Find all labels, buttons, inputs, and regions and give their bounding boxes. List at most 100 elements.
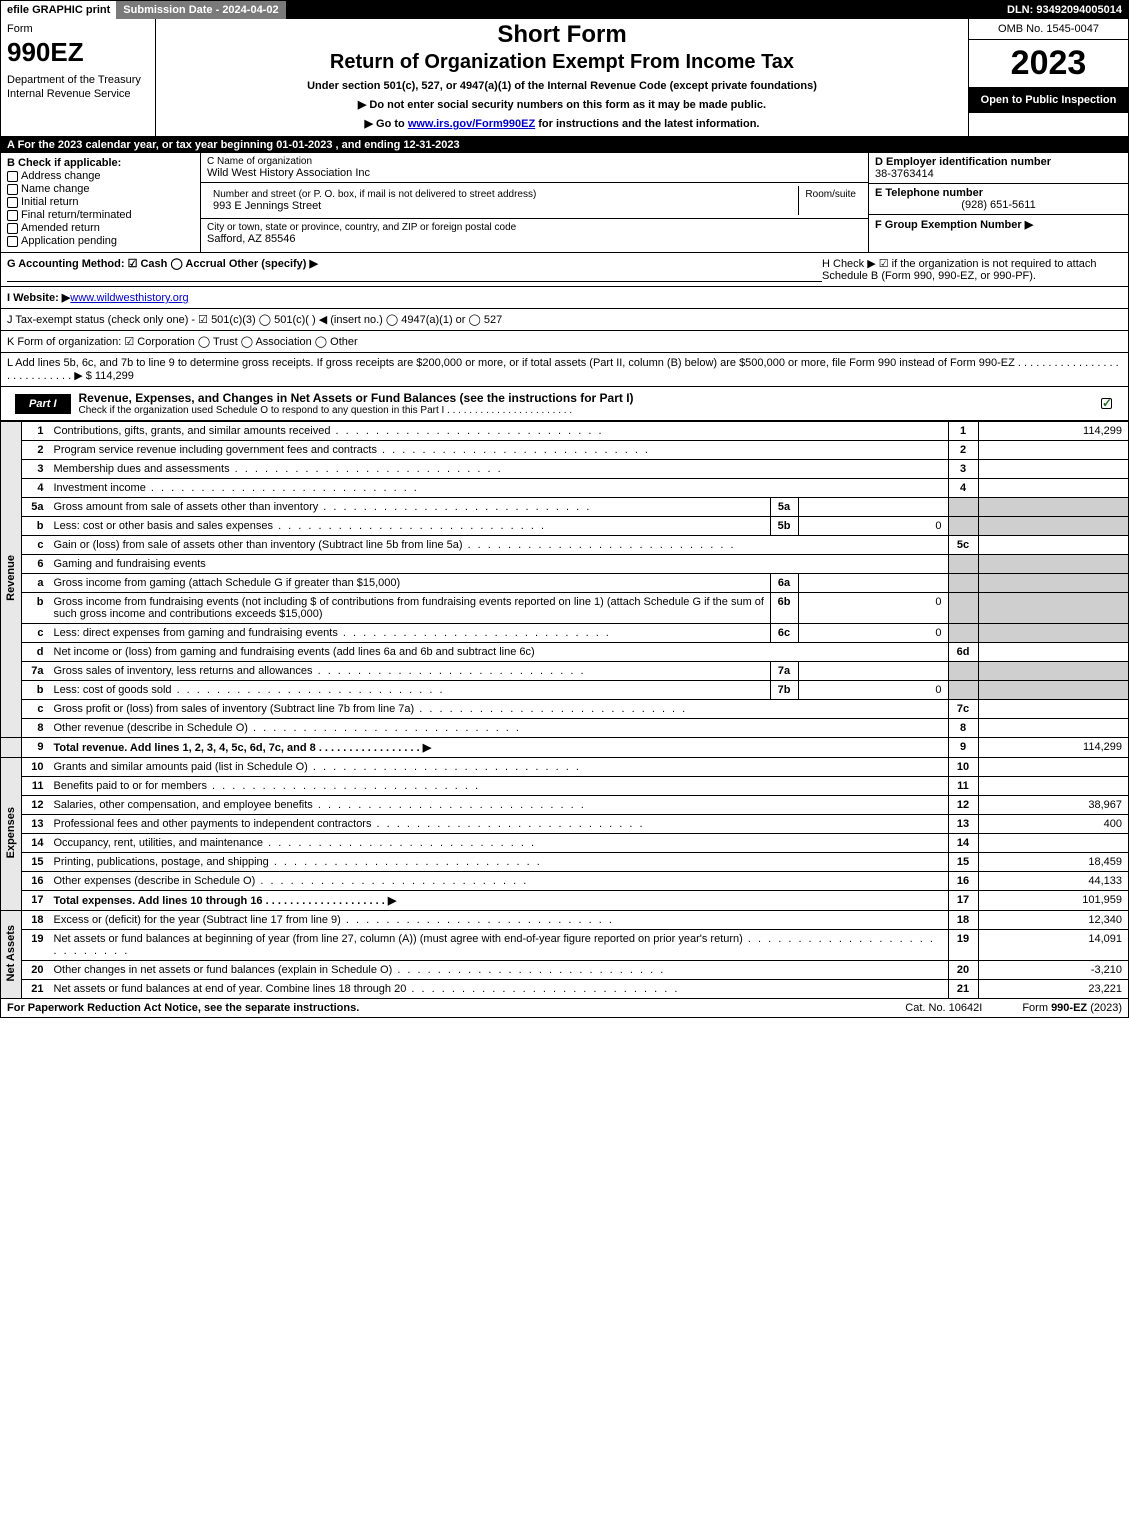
tax-year: 2023 — [969, 40, 1128, 87]
table-row: Net Assets 18Excess or (deficit) for the… — [1, 911, 1128, 930]
row-a-calendar: A For the 2023 calendar year, or tax yea… — [1, 137, 1128, 153]
phone-label: E Telephone number — [875, 187, 1122, 199]
street-row: Number and street (or P. O. box, if mail… — [201, 183, 868, 219]
irs-link[interactable]: www.irs.gov/Form990EZ — [408, 118, 535, 130]
header-middle: Short Form Return of Organization Exempt… — [156, 19, 968, 136]
column-def: D Employer identification number 38-3763… — [868, 153, 1128, 252]
city-label: City or town, state or province, country… — [207, 222, 862, 233]
phone-value: (928) 651-5611 — [875, 199, 1122, 211]
ssn-warning: ▶ Do not enter social security numbers o… — [164, 98, 960, 111]
chk-initial[interactable]: Initial return — [7, 196, 194, 208]
table-row: cGain or (loss) from sale of assets othe… — [1, 536, 1128, 555]
ein-label: D Employer identification number — [875, 156, 1122, 168]
org-name-value: Wild West History Association Inc — [207, 167, 862, 179]
form-ref: Form 990-EZ (2023) — [1022, 1002, 1122, 1014]
group-exempt-label: F Group Exemption Number ▶ — [875, 218, 1122, 231]
footer: For Paperwork Reduction Act Notice, see … — [1, 998, 1128, 1017]
efile-label[interactable]: efile GRAPHIC print — [1, 1, 117, 19]
goto-pre: ▶ Go to — [365, 118, 408, 130]
lines-table: Revenue 1Contributions, gifts, grants, a… — [1, 421, 1128, 998]
table-row: cGross profit or (loss) from sales of in… — [1, 700, 1128, 719]
form-title: Return of Organization Exempt From Incom… — [164, 51, 960, 74]
paperwork-notice: For Paperwork Reduction Act Notice, see … — [7, 1002, 865, 1014]
part1-title: Revenue, Expenses, and Changes in Net As… — [71, 387, 1088, 420]
ein-cell: D Employer identification number 38-3763… — [869, 153, 1128, 184]
topbar-spacer — [286, 1, 1001, 19]
chk-amended[interactable]: Amended return — [7, 222, 194, 234]
group-exempt-cell: F Group Exemption Number ▶ — [869, 215, 1128, 252]
table-row: 8Other revenue (describe in Schedule O)8 — [1, 719, 1128, 738]
row-g-h: G Accounting Method: ☑ Cash ◯ Accrual Ot… — [1, 253, 1128, 287]
table-row: 16Other expenses (describe in Schedule O… — [1, 872, 1128, 891]
org-name-label: C Name of organization — [207, 156, 862, 167]
chk-pending[interactable]: Application pending — [7, 235, 194, 247]
table-row: dNet income or (loss) from gaming and fu… — [1, 643, 1128, 662]
table-row: Expenses 10Grants and similar amounts pa… — [1, 758, 1128, 777]
website-link[interactable]: www.wildwesthistory.org — [70, 292, 188, 304]
room-cell: Room/suite — [799, 186, 862, 215]
part1-sub: Check if the organization used Schedule … — [79, 405, 1080, 416]
table-row: 3Membership dues and assessments3 — [1, 460, 1128, 479]
side-expenses: Expenses — [1, 758, 22, 911]
table-row: 6Gaming and fundraising events — [1, 555, 1128, 574]
table-row: bGross income from fundraising events (n… — [1, 593, 1128, 624]
table-row: 14Occupancy, rent, utilities, and mainte… — [1, 834, 1128, 853]
table-row: Revenue 1Contributions, gifts, grants, a… — [1, 422, 1128, 441]
row-l-receipts: L Add lines 5b, 6c, and 7b to line 9 to … — [1, 353, 1128, 387]
room-label: Room/suite — [805, 189, 856, 200]
header-right: OMB No. 1545-0047 2023 Open to Public In… — [968, 19, 1128, 136]
side-revenue: Revenue — [1, 422, 22, 738]
department-label: Department of the Treasury Internal Reve… — [7, 74, 149, 102]
part1-checkbox[interactable] — [1088, 398, 1128, 410]
table-row: 2Program service revenue including gover… — [1, 441, 1128, 460]
dln-label: DLN: 93492094005014 — [1001, 1, 1128, 19]
form-word: Form — [7, 23, 149, 35]
form-container: efile GRAPHIC print Submission Date - 20… — [0, 0, 1129, 1018]
side-netassets: Net Assets — [1, 911, 22, 999]
table-row: bLess: cost of goods sold7b0 — [1, 681, 1128, 700]
header-row: Form 990EZ Department of the Treasury In… — [1, 19, 1128, 137]
table-row: 19Net assets or fund balances at beginni… — [1, 930, 1128, 961]
row-j-status: J Tax-exempt status (check only one) - ☑… — [1, 309, 1128, 331]
ein-value: 38-3763414 — [875, 168, 1122, 180]
open-to-public: Open to Public Inspection — [969, 87, 1128, 113]
cat-no: Cat. No. 10642I — [905, 1002, 982, 1014]
table-row: 4Investment income4 — [1, 479, 1128, 498]
table-row: 20Other changes in net assets or fund ba… — [1, 961, 1128, 980]
form-subtitle: Under section 501(c), 527, or 4947(a)(1)… — [164, 80, 960, 92]
row-k-org: K Form of organization: ☑ Corporation ◯ … — [1, 331, 1128, 353]
colb-title: B Check if applicable: — [7, 157, 194, 169]
table-row: 15Printing, publications, postage, and s… — [1, 853, 1128, 872]
form-number: 990EZ — [7, 37, 149, 68]
table-row: 9Total revenue. Add lines 1, 2, 3, 4, 5c… — [1, 738, 1128, 758]
table-row: 17Total expenses. Add lines 10 through 1… — [1, 891, 1128, 911]
chk-final[interactable]: Final return/terminated — [7, 209, 194, 221]
table-row: 5aGross amount from sale of assets other… — [1, 498, 1128, 517]
chk-address[interactable]: Address change — [7, 170, 194, 182]
goto-note: ▶ Go to www.irs.gov/Form990EZ for instru… — [164, 117, 960, 130]
table-row: 7aGross sales of inventory, less returns… — [1, 662, 1128, 681]
chk-name[interactable]: Name change — [7, 183, 194, 195]
accounting-method: G Accounting Method: ☑ Cash ◯ Accrual Ot… — [7, 257, 822, 282]
schedule-b-check: H Check ▶ ☑ if the organization is not r… — [822, 257, 1122, 282]
part1-header: Part I Revenue, Expenses, and Changes in… — [1, 387, 1128, 421]
street-value: 993 E Jennings Street — [213, 200, 792, 212]
top-bar: efile GRAPHIC print Submission Date - 20… — [1, 1, 1128, 19]
part1-tab: Part I — [15, 394, 71, 414]
header-left: Form 990EZ Department of the Treasury In… — [1, 19, 156, 136]
section-b-to-f: B Check if applicable: Address change Na… — [1, 153, 1128, 253]
row-i-website: I Website: ▶www.wildwesthistory.org — [1, 287, 1128, 309]
column-c: C Name of organization Wild West History… — [201, 153, 868, 252]
street-cell: Number and street (or P. O. box, if mail… — [207, 186, 799, 215]
city-cell: City or town, state or province, country… — [201, 219, 868, 248]
website-pre: I Website: ▶ — [7, 292, 70, 304]
table-row: bLess: cost or other basis and sales exp… — [1, 517, 1128, 536]
street-label: Number and street (or P. O. box, if mail… — [213, 189, 792, 200]
phone-cell: E Telephone number (928) 651-5611 — [869, 184, 1128, 215]
table-row: 21Net assets or fund balances at end of … — [1, 980, 1128, 999]
table-row: 12Salaries, other compensation, and empl… — [1, 796, 1128, 815]
column-b: B Check if applicable: Address change Na… — [1, 153, 201, 252]
table-row: cLess: direct expenses from gaming and f… — [1, 624, 1128, 643]
table-row: aGross income from gaming (attach Schedu… — [1, 574, 1128, 593]
submission-date: Submission Date - 2024-04-02 — [117, 1, 285, 19]
